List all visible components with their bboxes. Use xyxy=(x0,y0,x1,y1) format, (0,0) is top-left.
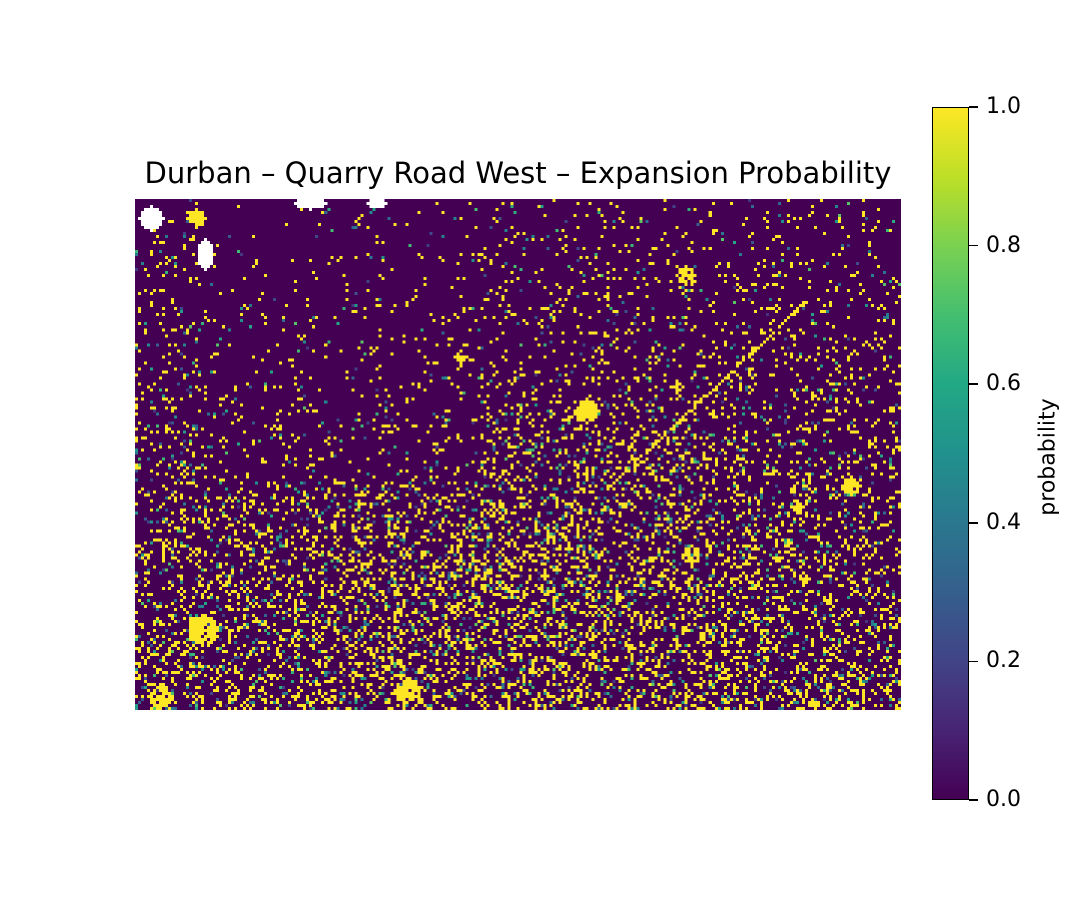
chart-title: Durban – Quarry Road West – Expansion Pr… xyxy=(144,156,892,190)
colorbar-tick-label: 1.0 xyxy=(986,94,1021,119)
colorbar-tick-mark xyxy=(969,383,978,385)
colorbar-tick-label: 0.2 xyxy=(986,648,1021,674)
colorbar-gradient xyxy=(933,108,968,799)
colorbar-label: probability xyxy=(1035,398,1061,516)
colorbar-tick-label: 0.4 xyxy=(986,509,1021,535)
colorbar-tick-mark xyxy=(969,244,978,247)
colorbar-tick-mark xyxy=(969,660,978,663)
colorbar-tick-label: 0.6 xyxy=(986,371,1021,397)
probability-heatmap xyxy=(135,199,901,710)
colorbar-tick-mark xyxy=(969,106,978,108)
colorbar-tick-label: 0.0 xyxy=(986,787,1021,812)
colorbar-tick-label: 0.8 xyxy=(986,232,1021,258)
colorbar-tick-mark xyxy=(969,522,978,524)
colorbar-tick-mark xyxy=(969,799,978,801)
colorbar xyxy=(932,107,969,800)
